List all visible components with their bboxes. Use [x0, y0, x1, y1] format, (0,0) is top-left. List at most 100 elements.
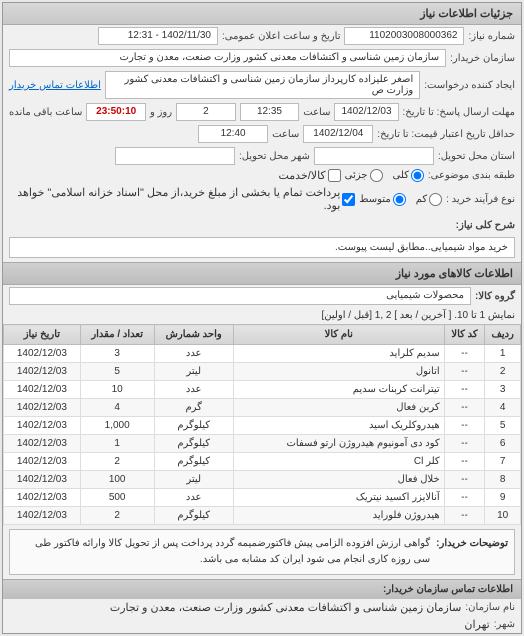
note-label: توضیحات خریدار:	[436, 536, 508, 568]
table-cell: 1402/12/03	[4, 471, 81, 489]
deadline-send-date: 1402/12/03	[334, 103, 398, 121]
table-cell: 2	[80, 453, 154, 471]
table-cell: 10	[485, 507, 521, 525]
table-col-header: واحد شمارش	[154, 325, 233, 345]
goods-group-value: محصولات شیمیایی	[9, 287, 471, 305]
table-row[interactable]: 1--سدیم کلرایدعدد31402/12/03	[4, 345, 521, 363]
table-row[interactable]: 7--کلر Clکیلوگرم21402/12/03	[4, 453, 521, 471]
table-cell: 1402/12/03	[4, 435, 81, 453]
table-cell: 1402/12/03	[4, 363, 81, 381]
ptype-mid-radio[interactable]	[393, 193, 406, 206]
table-cell: 8	[485, 471, 521, 489]
creator-value: اصغر علیزاده کارپرداز سازمان زمین شناسی …	[105, 71, 420, 99]
table-row[interactable]: 5--هیدروکلریک اسیدکیلوگرم1,0001402/12/03	[4, 417, 521, 435]
table-row[interactable]: 2--اتانوللیتر51402/12/03	[4, 363, 521, 381]
pkg-partial-label: جزئی	[345, 170, 368, 181]
buyer-label: سازمان خریدار:	[450, 53, 515, 64]
table-cell: 5	[485, 417, 521, 435]
table-cell: --	[444, 453, 485, 471]
validity-date: 1402/12/04	[303, 125, 373, 143]
table-col-header: کد کالا	[444, 325, 485, 345]
table-cell: 3	[485, 381, 521, 399]
ptype-low-radio[interactable]	[429, 193, 442, 206]
validity-time: 12:40	[198, 125, 268, 143]
table-cell: عدد	[154, 381, 233, 399]
table-cell: اتانول	[233, 363, 444, 381]
pkg-label: طبقه بندی موضوعی:	[428, 170, 515, 181]
table-row[interactable]: 6--کود دی آمونیوم هیدروژن ارتو فسفاتکیلو…	[4, 435, 521, 453]
table-col-header: تاریخ نیاز	[4, 325, 81, 345]
pager-text: نمایش 1 تا 10.	[454, 310, 515, 321]
need-no-value: 1102003008000362	[344, 27, 464, 45]
table-row[interactable]: 8--خلال فعاللیتر1001402/12/03	[4, 471, 521, 489]
contact-org-value: سازمان زمین شناسی و اکتشافات معدنی کشور …	[110, 601, 462, 614]
table-cell: --	[444, 417, 485, 435]
table-cell: عدد	[154, 345, 233, 363]
table-cell: --	[444, 399, 485, 417]
table-cell: --	[444, 363, 485, 381]
table-cell: 9	[485, 489, 521, 507]
table-cell: 1	[80, 435, 154, 453]
pkg-partial-radio[interactable]	[370, 169, 383, 182]
table-cell: 1402/12/03	[4, 399, 81, 417]
creator-label: ایجاد کننده درخواست:	[424, 80, 515, 91]
table-cell: 1	[485, 345, 521, 363]
pkg-all-radio[interactable]	[411, 169, 424, 182]
table-cell: 3	[80, 345, 154, 363]
table-cell: 1402/12/03	[4, 345, 81, 363]
pkg-all-label: کلی	[393, 170, 409, 181]
contact-city-value: تهران	[464, 618, 489, 631]
remaining-label: روز و	[150, 107, 172, 118]
remaining-days: 2	[176, 103, 236, 121]
delivery-state-value	[314, 147, 434, 165]
delivery-state-label: استان محل تحویل:	[438, 151, 515, 162]
table-cell: خلال فعال	[233, 471, 444, 489]
announce-value: 1402/11/30 - 12:31	[98, 27, 218, 45]
table-cell: 1,000	[80, 417, 154, 435]
table-row[interactable]: 10--هیدروژن فلورایدکیلوگرم21402/12/03	[4, 507, 521, 525]
table-cell: کیلوگرم	[154, 435, 233, 453]
note-text: گواهی ارزش افزوده الزامی پیش فاکتورضمیمه…	[16, 536, 430, 568]
contact-city-label: شهر:	[494, 619, 515, 630]
need-desc-label: شرح کلی نیاز:	[456, 220, 515, 231]
table-cell: 500	[80, 489, 154, 507]
table-cell: کربن فعال	[233, 399, 444, 417]
table-cell: کیلوگرم	[154, 507, 233, 525]
goods-table: ردیفکد کالانام کالاواحد شمارشتعداد / مقد…	[3, 324, 521, 525]
table-col-header: تعداد / مقدار	[80, 325, 154, 345]
table-cell: 10	[80, 381, 154, 399]
table-cell: --	[444, 381, 485, 399]
table-cell: عدد	[154, 489, 233, 507]
table-cell: 1402/12/03	[4, 417, 81, 435]
table-row[interactable]: 3--تیترانت کربنات سدیمعدد101402/12/03	[4, 381, 521, 399]
table-cell: 4	[80, 399, 154, 417]
table-cell: 7	[485, 453, 521, 471]
purchase-note-check[interactable]	[342, 193, 355, 206]
need-no-label: شماره نیاز:	[468, 31, 515, 42]
table-cell: --	[444, 471, 485, 489]
contact-org-label: نام سازمان:	[465, 602, 515, 613]
announce-label: تاریخ و ساعت اعلان عمومی:	[222, 31, 341, 42]
pager-links[interactable]: [ آخرین / بعد ] 2 ,1 [قبل / اولین]	[321, 310, 451, 321]
delivery-city-label: شهر محل تحویل:	[239, 151, 310, 162]
table-cell: 1402/12/03	[4, 381, 81, 399]
table-cell: کیلوگرم	[154, 453, 233, 471]
time-label-1: ساعت	[303, 107, 330, 118]
table-cell: گرم	[154, 399, 233, 417]
contact-header: اطلاعات تماس سازمان خریدار:	[3, 579, 521, 599]
table-cell: --	[444, 489, 485, 507]
delivery-city-value	[115, 147, 235, 165]
table-cell: سدیم کلراید	[233, 345, 444, 363]
remaining-time: 23:50:10	[86, 103, 146, 121]
table-row[interactable]: 4--کربن فعالگرم41402/12/03	[4, 399, 521, 417]
table-cell: 4	[485, 399, 521, 417]
table-cell: لیتر	[154, 363, 233, 381]
contact-link[interactable]: اطلاعات تماس خریدار	[9, 80, 101, 91]
table-col-header: ردیف	[485, 325, 521, 345]
table-cell: 1402/12/03	[4, 489, 81, 507]
table-cell: هیدروکلریک اسید	[233, 417, 444, 435]
table-row[interactable]: 9--آنالایزر اکسید نیتریکعدد5001402/12/03	[4, 489, 521, 507]
table-cell: هیدروژن فلوراید	[233, 507, 444, 525]
buyer-value: سازمان زمین شناسی و اکتشافات معدنی کشور …	[9, 49, 446, 67]
cash-checkbox[interactable]	[328, 169, 341, 182]
